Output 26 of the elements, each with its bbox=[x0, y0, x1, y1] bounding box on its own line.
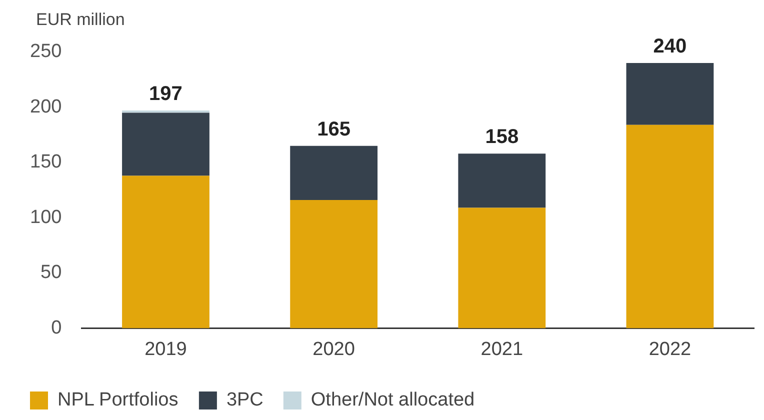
y-tick-label: 50 bbox=[40, 262, 62, 284]
x-tick-label: 2021 bbox=[480, 338, 524, 360]
y-tick-label: 200 bbox=[30, 96, 62, 118]
bar bbox=[290, 146, 378, 200]
y-tick-label: 100 bbox=[30, 206, 62, 228]
y-tick-label: 0 bbox=[51, 317, 62, 338]
legend-label: NPL Portfolios bbox=[58, 390, 178, 411]
bar bbox=[458, 154, 546, 208]
total-label: 197 bbox=[149, 83, 182, 106]
y-axis-title: EUR million bbox=[36, 10, 125, 30]
bar bbox=[122, 176, 210, 328]
total-label: 165 bbox=[317, 118, 350, 140]
legend-label: Other/Not allocated bbox=[310, 390, 475, 411]
total-label: 158 bbox=[485, 126, 519, 148]
total-label: 240 bbox=[653, 36, 687, 58]
x-tick-label: 2022 bbox=[648, 338, 692, 360]
bar bbox=[626, 63, 714, 125]
y-tick-label: 250 bbox=[30, 41, 62, 62]
y-tick-label: 150 bbox=[30, 152, 62, 173]
bar bbox=[458, 208, 546, 328]
bar bbox=[626, 124, 714, 328]
x-tick-label: 2020 bbox=[312, 338, 355, 360]
x-tick-label: 2019 bbox=[144, 338, 187, 360]
bar bbox=[290, 200, 378, 328]
bar bbox=[122, 112, 210, 176]
legend-label: 3PC bbox=[226, 390, 264, 411]
